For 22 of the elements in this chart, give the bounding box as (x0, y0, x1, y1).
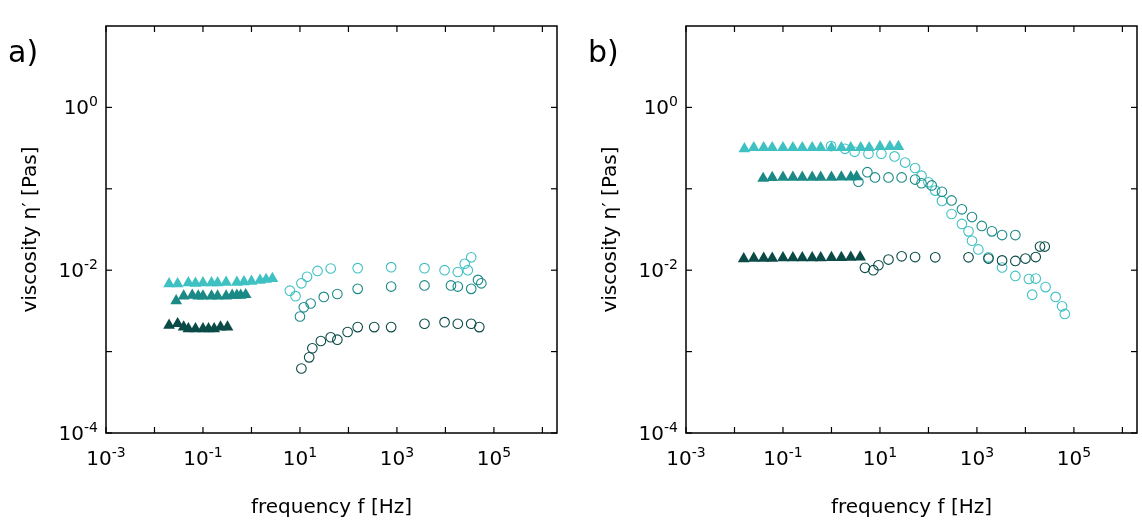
y-tick-label: 10$^{-2}$ (638, 256, 678, 283)
y-axis-title: viscosity η′ [Pas] (597, 146, 621, 313)
y-tick-label: 10$^{-4}$ (58, 419, 99, 445)
x-tick-label: 10$^{-3}$ (86, 444, 126, 470)
x-tick-label: 10$^{-1}$ (183, 444, 223, 470)
x-tick-label: 10$^{-3}$ (666, 444, 706, 470)
x-tick-label: 10$^{1}$ (862, 444, 898, 470)
x-tick-label: 10$^{3}$ (959, 444, 995, 470)
y-tick-label: 10$^{0}$ (643, 93, 678, 120)
x-tick-label: 10$^{5}$ (1056, 444, 1092, 470)
y-tick-label: 10$^{-4}$ (638, 419, 679, 445)
x-tick-label: 10$^{5}$ (476, 444, 512, 470)
x-tick-label: 10$^{-1}$ (763, 444, 803, 470)
x-tick-label: 10$^{3}$ (379, 444, 415, 470)
y-tick-label: 10$^{-2}$ (58, 256, 98, 283)
y-axis-title: viscosity η′ [Pas] (17, 146, 41, 313)
x-axis-title: frequency f [Hz] (830, 494, 993, 518)
x-tick-label: 10$^{1}$ (282, 444, 318, 470)
y-tick-label: 10$^{0}$ (63, 93, 98, 120)
chart-title: b) (588, 34, 619, 69)
chart-title: a) (8, 34, 39, 69)
x-axis-title: frequency f [Hz] (250, 494, 413, 518)
